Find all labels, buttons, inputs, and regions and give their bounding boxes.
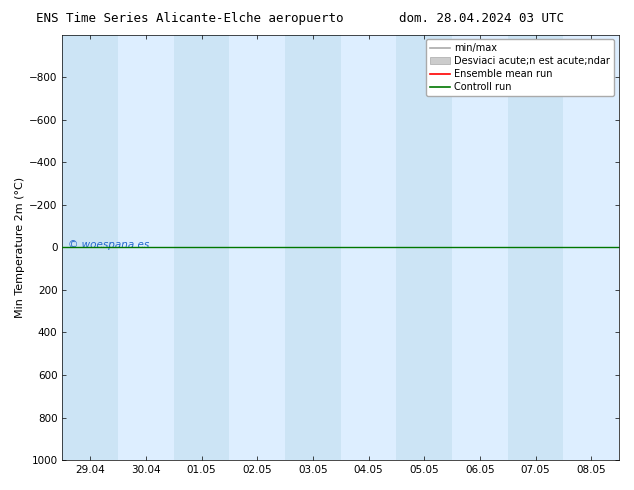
Y-axis label: Min Temperature 2m (°C): Min Temperature 2m (°C)	[15, 177, 25, 318]
Bar	[285, 35, 340, 460]
Bar	[508, 35, 564, 460]
Bar	[174, 35, 230, 460]
Text: dom. 28.04.2024 03 UTC: dom. 28.04.2024 03 UTC	[399, 12, 564, 25]
Text: ENS Time Series Alicante-Elche aeropuerto: ENS Time Series Alicante-Elche aeropuert…	[36, 12, 344, 25]
Bar	[396, 35, 452, 460]
Legend: min/max, Desviaci acute;n est acute;ndar, Ensemble mean run, Controll run: min/max, Desviaci acute;n est acute;ndar…	[426, 40, 614, 96]
Text: © woespana.es: © woespana.es	[68, 240, 149, 250]
Bar	[62, 35, 118, 460]
